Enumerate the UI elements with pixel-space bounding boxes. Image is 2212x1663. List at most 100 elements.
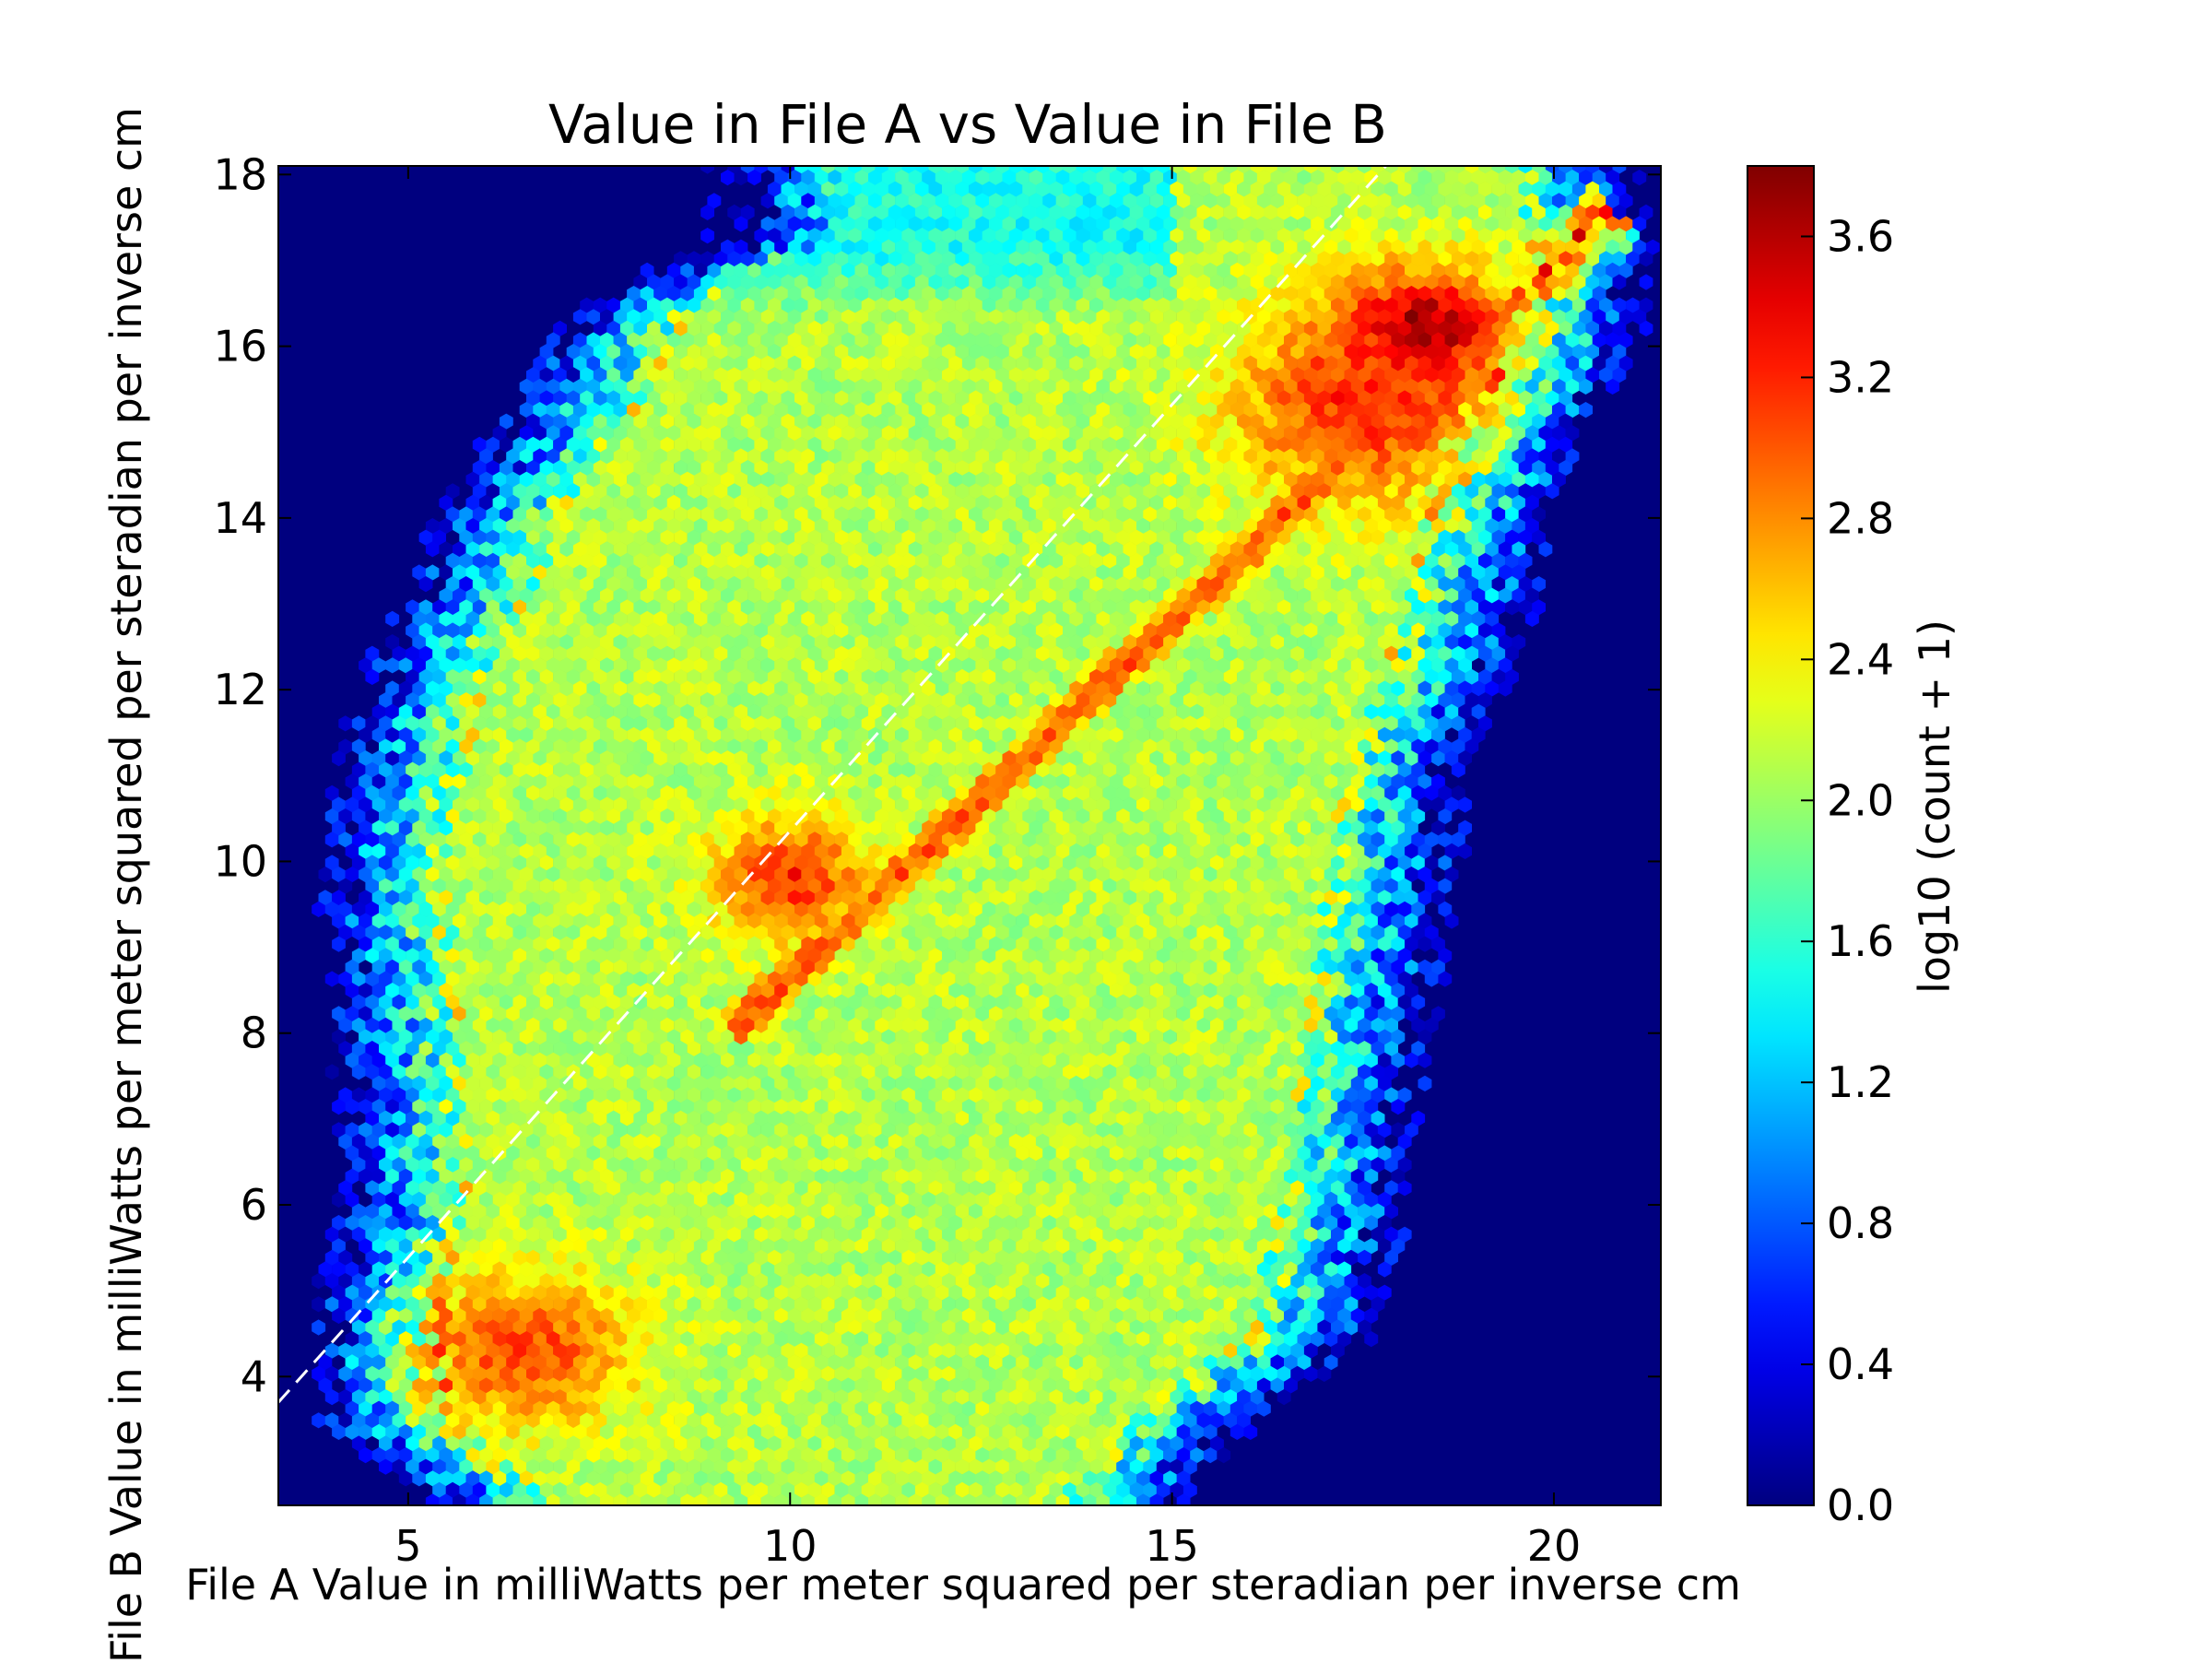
hexbin-cell — [1096, 309, 1111, 325]
hexbin-cell — [821, 297, 835, 313]
hexbin-cell — [928, 181, 943, 197]
hexbin-cell — [1049, 274, 1064, 290]
hexbin-cell — [1612, 251, 1627, 267]
hexbin-cell — [1377, 239, 1392, 255]
hexbin-cell — [1612, 181, 1627, 197]
hexbin-cell — [1190, 262, 1204, 278]
hexbin-cell — [922, 309, 936, 325]
hexbin-cell — [848, 320, 862, 336]
hexbin-cell — [942, 297, 956, 313]
hexbin-cell — [1223, 251, 1238, 267]
hexbin-cell — [814, 170, 829, 186]
hexbin-cell — [1524, 332, 1539, 348]
hexbin-cell — [1277, 204, 1291, 220]
hexbin-cell — [1156, 274, 1171, 290]
hexbin-cell — [861, 320, 876, 336]
hexbin-cell — [1498, 239, 1512, 255]
hexbin-cell — [774, 355, 788, 372]
hexbin-cell — [1505, 181, 1519, 197]
hexbin-cell — [1149, 262, 1164, 278]
hexbin-cell — [1102, 228, 1117, 244]
hexbin-cell — [1358, 274, 1371, 290]
hexbin-cell — [1344, 228, 1359, 244]
hexbin-cell — [928, 204, 943, 220]
hexbin-cell — [1350, 332, 1365, 348]
hexbin-cell — [1237, 297, 1251, 313]
hexbin-cell — [1149, 286, 1164, 302]
hexbin-cell — [674, 320, 688, 336]
hexbin-cell — [807, 204, 822, 220]
hexbin-cell — [1458, 262, 1472, 278]
hexbin-cell — [1384, 297, 1398, 313]
hexbin-cell — [1559, 166, 1573, 174]
hexbin-cell — [1585, 204, 1600, 220]
hexbin-cell — [1290, 181, 1305, 197]
hexbin-cell — [700, 297, 714, 313]
hexbin-cell — [1405, 286, 1418, 302]
hexbin-cell — [1264, 228, 1278, 244]
hexbin-cell — [914, 181, 929, 197]
hexbin-cell — [1606, 262, 1620, 278]
hexbin-cell — [828, 332, 842, 348]
hexbin-cell — [1270, 216, 1285, 232]
hexbin-cell — [1109, 262, 1124, 278]
hexbin-cell — [1143, 204, 1158, 220]
hexbin-cell — [1331, 251, 1345, 267]
hexbin-cell — [1384, 320, 1398, 336]
hexbin-cell — [1538, 170, 1553, 186]
hexbin-cell — [1579, 193, 1593, 209]
hexbin-cell — [747, 286, 761, 302]
hexbin-cell — [848, 344, 862, 360]
hexbin-cell — [1149, 355, 1164, 372]
hexbin-cell — [1123, 355, 1137, 372]
hexbin-cell — [1217, 193, 1231, 209]
hexbin-cell — [1250, 251, 1265, 267]
hexbin-cell — [1102, 320, 1117, 336]
hexbin-cell — [982, 228, 996, 244]
hexbin-cell — [1518, 181, 1533, 197]
hexbin-cell — [1545, 181, 1559, 197]
hexbin-cell — [794, 297, 808, 313]
hexbin-cell — [888, 274, 902, 290]
hexbin-cell — [961, 309, 976, 325]
hexbin-cell — [854, 355, 869, 372]
hexbin-cell — [767, 344, 782, 360]
hexbin-cell — [693, 355, 708, 372]
hexbin-cell — [1592, 216, 1606, 232]
hexbin-cell — [1350, 355, 1365, 372]
hexbin-cell — [593, 344, 607, 360]
hexbin-cell — [908, 332, 923, 348]
hexbin-cell — [1411, 320, 1426, 336]
hexbin-cell — [653, 332, 668, 348]
hexbin-cell — [1384, 181, 1398, 197]
hexbin-cell — [1129, 320, 1144, 336]
hexbin-cell — [1203, 309, 1218, 325]
hexbin-cell — [1303, 251, 1318, 267]
hexbin-cell — [1129, 204, 1144, 220]
hexbin-cell — [1337, 262, 1352, 278]
hexbin-cell — [1565, 239, 1580, 255]
hexbin-cell — [834, 297, 849, 313]
hexbin-cell — [1210, 274, 1224, 290]
hexbin-cell — [1491, 204, 1506, 220]
hexbin-cell — [1405, 332, 1418, 348]
hexbin-cell — [640, 355, 654, 372]
hexbin-cell — [1431, 239, 1445, 255]
hexbin-cell — [1350, 262, 1365, 278]
hexbin-cell — [1270, 332, 1285, 348]
hexbin-cell — [1471, 170, 1486, 186]
hexbin-cell — [713, 274, 728, 290]
hexbin-cell — [1277, 251, 1291, 267]
hexbin-cell — [1317, 274, 1332, 290]
hexbin-cell — [881, 193, 896, 209]
hexbin-cell — [914, 204, 929, 220]
hexbin-cell — [1055, 193, 1070, 209]
hexbin-cell — [841, 309, 855, 325]
hexbin-cell — [1579, 170, 1593, 186]
hexbin-cell — [1552, 262, 1566, 278]
hexbin-cell — [700, 320, 714, 336]
hexbin-cell — [935, 216, 949, 232]
hexbin-cell — [1082, 286, 1097, 302]
hexbin-cell — [713, 320, 728, 336]
